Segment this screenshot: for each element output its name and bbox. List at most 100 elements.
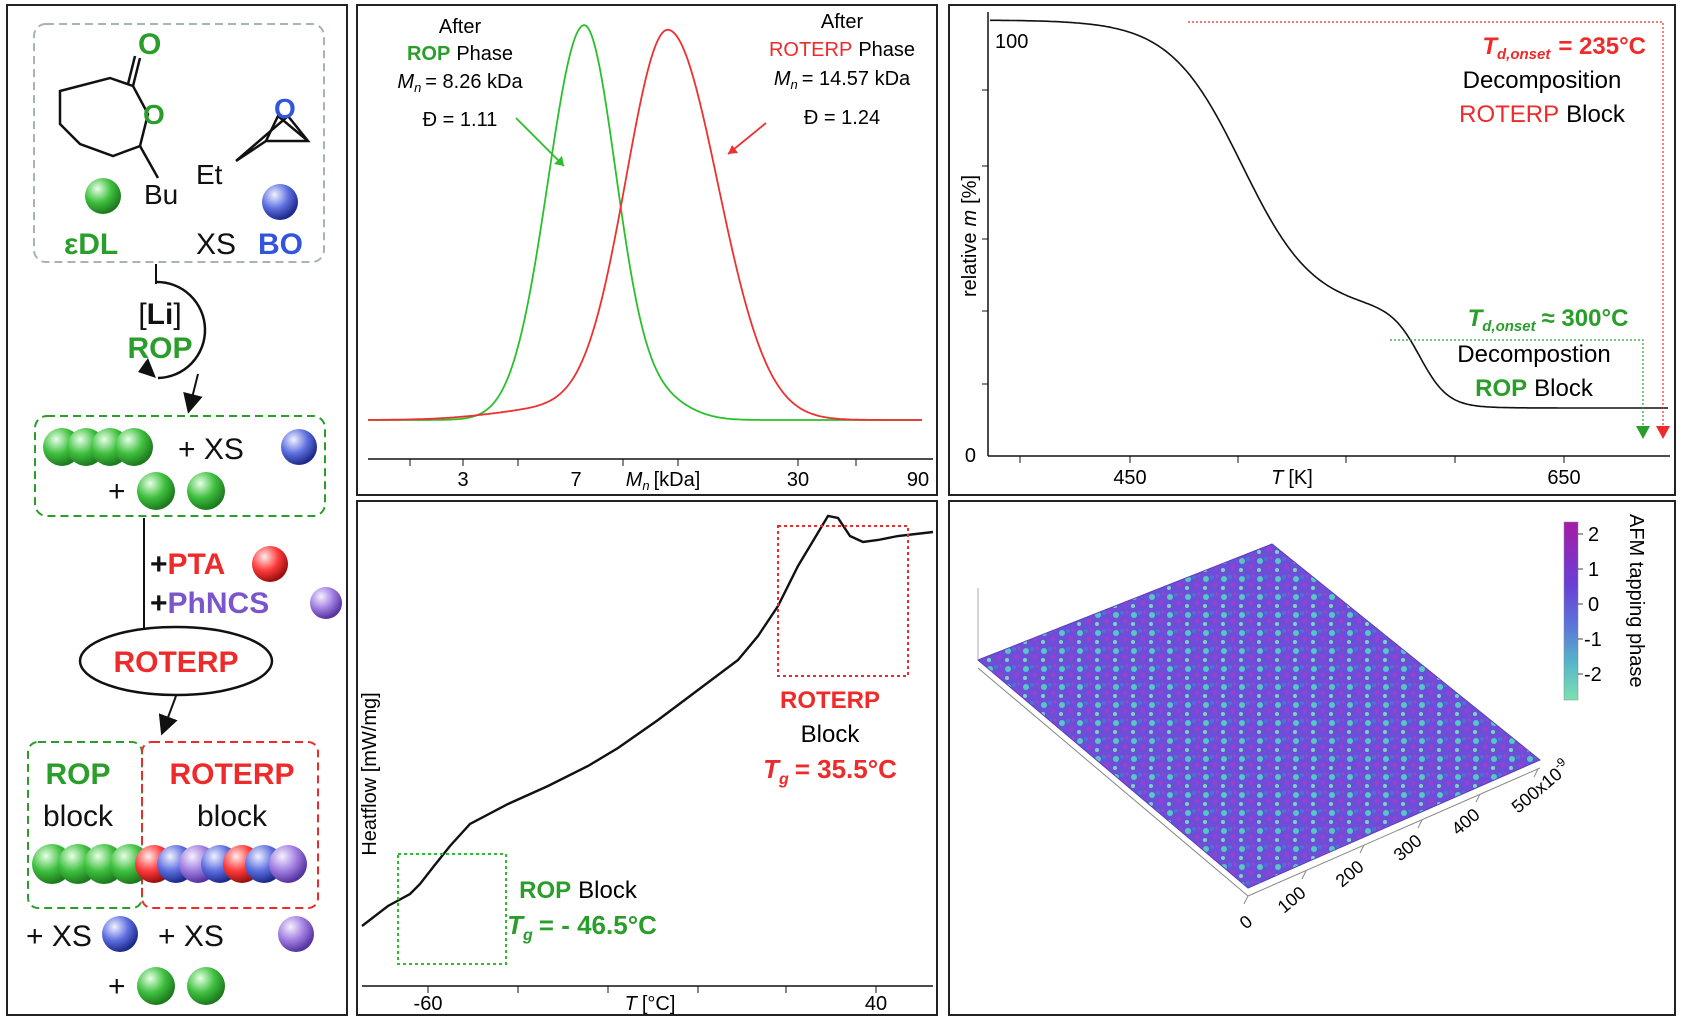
li-catalyst: [Li] bbox=[138, 298, 181, 331]
afm-cbar-m1: -1 bbox=[1584, 629, 1602, 651]
rop-cycle-label: ROP bbox=[127, 332, 192, 365]
bo-label: BO bbox=[258, 228, 303, 261]
tga-ticks bbox=[982, 89, 1565, 463]
et-label: Et bbox=[196, 159, 223, 190]
afm-ticks bbox=[1243, 768, 1539, 905]
rop-block-title: ROP bbox=[45, 758, 110, 791]
rop-cycle bbox=[155, 280, 207, 380]
tga-green-guide bbox=[1390, 339, 1644, 426]
tga-red-line3: ROTERP Block bbox=[1459, 101, 1626, 128]
intermediate-box bbox=[34, 415, 326, 517]
rop-block-word: block bbox=[43, 800, 114, 833]
sec-tick-7: 7 bbox=[570, 469, 581, 491]
dsc-rop-tg: Tg = - 46.5°C bbox=[507, 910, 657, 944]
dsc-chart: -60 40 T [°C] Heatflow [mW/mg] ROTERP Blo… bbox=[359, 514, 934, 1015]
carbonyl-o: O bbox=[138, 28, 161, 61]
xs-label: XS bbox=[196, 228, 236, 261]
tga-y-top: 100 bbox=[995, 31, 1028, 53]
sec-chart: 3 7 30 90 Mn [kDa] After ROP Phase Mn = 8.2… bbox=[368, 11, 933, 493]
bu-label: Bu bbox=[144, 179, 178, 210]
dsc-tick-m60: -60 bbox=[414, 993, 443, 1014]
tga-y-bottom: 0 bbox=[965, 445, 976, 467]
tga-ylabel: relativem[%] bbox=[959, 175, 981, 297]
rop-dispersity: Đ = 1.11 bbox=[423, 109, 498, 131]
afm-surface bbox=[977, 543, 1541, 889]
rop-phase: ROP Phase bbox=[407, 43, 513, 65]
tga-green-arrowhead bbox=[1636, 426, 1650, 439]
roterp-phase: ROTERP Phase bbox=[769, 39, 915, 61]
sec-panel: 3 7 30 90 Mn [kDa] After ROP Phase Mn = 8.2… bbox=[356, 4, 938, 496]
ring-o: O bbox=[143, 99, 165, 130]
sec-xlabel: Mn [kDa] bbox=[626, 469, 701, 493]
lactone-ring bbox=[58, 76, 150, 158]
sec-tick-90: 90 bbox=[907, 469, 929, 491]
plus-xs-1: + XS bbox=[178, 433, 244, 466]
afm-axis-200: 200 bbox=[1332, 856, 1368, 891]
tga-red-guide bbox=[1188, 21, 1664, 426]
tga-xlabel: T [K] bbox=[1271, 467, 1313, 489]
afm-colorbar bbox=[1563, 521, 1579, 701]
phncs-reagent: +PhNCS bbox=[150, 587, 269, 620]
dsc-ticks bbox=[427, 986, 877, 993]
afm-axis-100: 100 bbox=[1274, 882, 1310, 917]
dsc-roterp-box bbox=[777, 525, 909, 677]
roterp-block-box bbox=[141, 741, 319, 909]
epoxide-o: O bbox=[274, 93, 296, 124]
roterp-after: After bbox=[821, 11, 864, 33]
plus-1: + bbox=[108, 475, 126, 508]
tga-green-line3: ROP Block bbox=[1475, 375, 1594, 402]
bottom-plus-xs-1: + XS bbox=[26, 920, 92, 953]
dsc-rop-title: ROP Block bbox=[519, 877, 638, 904]
afm-cbar-2: 2 bbox=[1588, 524, 1599, 546]
dsc-roterp-title: ROTERP bbox=[780, 687, 880, 714]
bottom-plus-xs-2: + XS bbox=[158, 920, 224, 953]
tga-tick-650: 650 bbox=[1547, 467, 1580, 489]
afm-axis-400: 400 bbox=[1448, 804, 1484, 839]
sec-ticks bbox=[409, 459, 857, 466]
roterp-block-word: block bbox=[197, 800, 268, 833]
rop-after: After bbox=[439, 16, 482, 38]
tga-green-td: Td,onset ≈ 300°C bbox=[1468, 305, 1629, 335]
afm-cbar-m2: -2 bbox=[1584, 664, 1602, 686]
dsc-xlabel: T [°C] bbox=[625, 993, 676, 1014]
edl-label: εDL bbox=[64, 228, 118, 261]
tga-curve bbox=[990, 19, 1668, 409]
tga-chart: 100 0 relativem[%] 450 650 T [K] Td,onset… bbox=[959, 12, 1670, 489]
tga-tick-450: 450 bbox=[1113, 467, 1146, 489]
tga-red-arrowhead bbox=[1656, 426, 1670, 439]
afm-axis-300: 300 bbox=[1390, 830, 1426, 865]
afm-colorbar-title: AFM tapping phase bbox=[1625, 514, 1647, 687]
roterp-block-title: ROTERP bbox=[169, 758, 294, 791]
sec-curve-rop bbox=[368, 24, 922, 421]
tga-panel: 100 0 relativem[%] 450 650 T [K] Td,onset… bbox=[948, 4, 1676, 496]
rop-mn: Mn = 8.26 kDa bbox=[397, 71, 523, 95]
afm-cbar-1: 1 bbox=[1588, 559, 1599, 581]
sec-curve-roterp bbox=[368, 28, 922, 421]
dsc-roterp-block: Block bbox=[801, 721, 861, 748]
roterp-mn: Mn = 14.57 kDa bbox=[774, 68, 911, 92]
roterp-cycle bbox=[78, 625, 274, 697]
dsc-ylabel: Heatflow [mW/mg] bbox=[359, 692, 381, 855]
tga-green-line2: Decompostion bbox=[1457, 341, 1610, 368]
dsc-roterp-tg: Tg = 35.5°C bbox=[763, 754, 897, 788]
afm-chart: 0 100 200 300 400 500x10-9 2 1 0 -1 -2 A… bbox=[977, 514, 1647, 933]
rop-arrow bbox=[515, 117, 565, 167]
tga-red-td: Td,onset = 235°C bbox=[1482, 33, 1646, 63]
bottom-plus: + bbox=[108, 970, 126, 1003]
roterp-cycle-label: ROTERP bbox=[113, 646, 238, 679]
scheme-svg: O O Bu Et O εDL XS BO [Li] ROP + XS + +P… bbox=[26, 23, 342, 1005]
scheme-panel: O O Bu Et O εDL XS BO [Li] ROP + XS + +P… bbox=[6, 4, 348, 1016]
dsc-panel: -60 40 T [°C] Heatflow [mW/mg] ROTERP Blo… bbox=[356, 500, 938, 1016]
dsc-tick-40: 40 bbox=[865, 993, 887, 1014]
monomer-box bbox=[33, 23, 325, 263]
afm-colorbar-ticks bbox=[1578, 533, 1583, 675]
afm-panel: 0 100 200 300 400 500x10-9 2 1 0 -1 -2 A… bbox=[948, 500, 1676, 1016]
afm-axis-0: 0 bbox=[1236, 911, 1257, 933]
dsc-rop-box bbox=[397, 853, 507, 965]
afm-cbar-0: 0 bbox=[1588, 594, 1599, 616]
sec-tick-30: 30 bbox=[787, 469, 809, 491]
roterp-dispersity: Đ = 1.24 bbox=[804, 107, 880, 129]
pta-reagent: +PTA bbox=[150, 548, 225, 581]
tga-red-line2: Decomposition bbox=[1463, 67, 1622, 94]
sec-tick-3: 3 bbox=[457, 469, 468, 491]
